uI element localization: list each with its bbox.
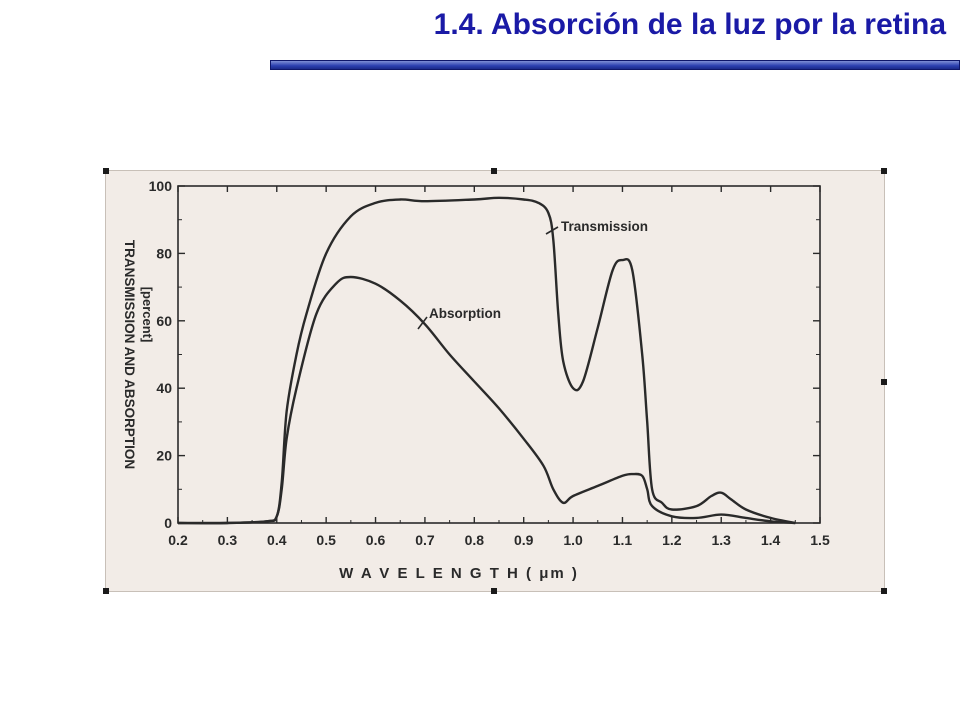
chart-series <box>177 196 796 525</box>
x-tick-label: 1.0 <box>563 532 583 548</box>
x-tick-label: 0.7 <box>415 532 435 548</box>
slide-title: 1.4. Absorción de la luz por la retina <box>433 8 946 41</box>
plot-frame <box>177 185 821 524</box>
y-tick-label: 0 <box>164 515 172 531</box>
annotation-leader <box>417 316 428 330</box>
title-underline-bar <box>270 57 960 73</box>
frame-corner-mark <box>491 168 497 174</box>
spectrum-chart: 0.2 0.3 0.4 0.5 0.6 0.7 0.8 0.9 1.0 1.1 1.2 1.3 1.4 1… <box>122 178 830 582</box>
x-tick-label: 0.6 <box>366 532 386 548</box>
frame-corner-mark <box>881 588 887 594</box>
y-tick-label: 80 <box>156 245 172 261</box>
frame-corner-mark <box>103 168 109 174</box>
x-tick-label: 1.3 <box>711 532 731 548</box>
x-tick-label: 1.5 <box>810 532 830 548</box>
frame-corner-mark <box>881 379 887 385</box>
x-tick-label: 1.2 <box>662 532 682 548</box>
x-tick-label: 0.8 <box>465 532 485 548</box>
x-tick-label: 0.4 <box>267 532 287 548</box>
transmission-line <box>177 196 796 525</box>
x-tick-label: 0.3 <box>218 532 238 548</box>
chart-figure: 0.2 0.3 0.4 0.5 0.6 0.7 0.8 0.9 1.0 1.1 1.2 1.3 1.4 1… <box>103 168 887 594</box>
x-tick-label: 0.2 <box>168 532 188 548</box>
chart-labels: Transmission Absorption W A V E L E N G T … <box>122 219 648 582</box>
y-tick-label: 100 <box>149 178 173 194</box>
y-tick-label: 60 <box>156 313 172 329</box>
y-tick-label: 20 <box>156 448 172 464</box>
frame-corner-mark <box>881 168 887 174</box>
y-axis-label: TRANSMISSION AND ABSORPTION <box>122 240 137 469</box>
chart-ticks: 0.2 0.3 0.4 0.5 0.6 0.7 0.8 0.9 1.0 1.1 1.2 1.3 1.4 1… <box>149 178 830 548</box>
y-tick-label: 40 <box>156 380 172 396</box>
x-tick-label: 1.1 <box>613 532 633 548</box>
annotation-leader <box>545 226 559 235</box>
x-axis-label: W A V E L E N G T H ( μm ) <box>339 565 579 582</box>
x-tick-label: 0.9 <box>514 532 534 548</box>
chart-axes <box>177 185 821 524</box>
absorption-annotation: Absorption <box>429 306 501 321</box>
transmission-annotation: Transmission <box>561 219 648 234</box>
y-axis-unit-label: [percent] <box>140 287 155 343</box>
frame-corner-mark <box>103 588 109 594</box>
frame-corner-mark <box>491 588 497 594</box>
absorption-line <box>177 275 796 525</box>
x-tick-label: 1.4 <box>761 532 781 548</box>
x-tick-label: 0.5 <box>316 532 336 548</box>
